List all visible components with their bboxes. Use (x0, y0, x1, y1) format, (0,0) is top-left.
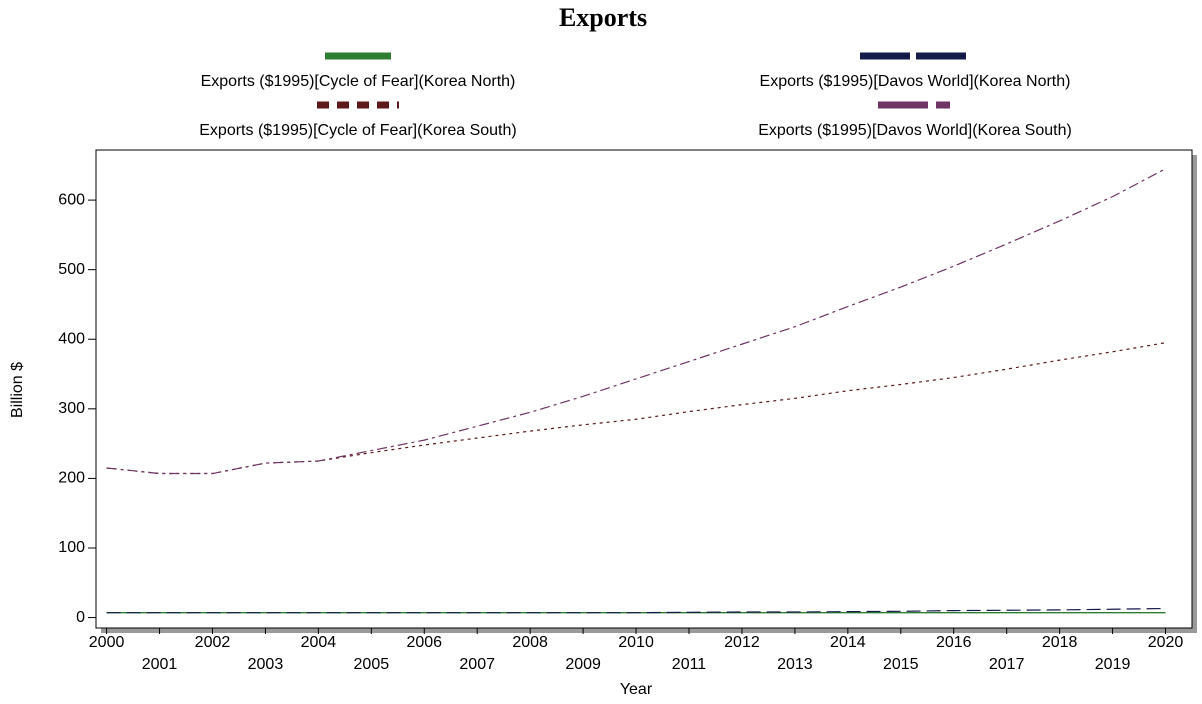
x-tick-label: 2006 (406, 634, 442, 651)
x-tick-label: 2011 (672, 656, 707, 673)
x-tick-label: 2007 (459, 656, 495, 673)
legend-label: Exports ($1995)[Cycle of Fear](Korea Sou… (199, 122, 516, 139)
x-tick-label: 2010 (618, 634, 654, 651)
x-tick-label: 2001 (142, 656, 178, 673)
legend-label: Exports ($1995)[Davos World](Korea South… (758, 122, 1072, 139)
x-axis-label: Year (620, 681, 653, 698)
x-tick-label: 2012 (724, 634, 760, 651)
x-tick-label: 2004 (301, 634, 337, 651)
x-tick-label: 2014 (830, 634, 866, 651)
series-line (106, 168, 1166, 475)
x-tick-label: 2003 (248, 656, 284, 673)
x-tick-label: 2019 (1095, 656, 1131, 673)
x-tick-label: 2018 (1042, 634, 1078, 651)
x-tick-label: 2002 (195, 634, 231, 651)
x-tick-label: 2000 (89, 634, 125, 651)
chart-title: Exports (559, 3, 647, 32)
legend-label: Exports ($1995)[Cycle of Fear](Korea Nor… (201, 73, 516, 90)
y-tick-label: 200 (58, 470, 85, 487)
x-tick-label: 2013 (777, 656, 813, 673)
y-tick-label: 0 (76, 609, 85, 626)
y-tick-label: 300 (58, 400, 85, 417)
y-tick-label: 100 (58, 539, 85, 556)
plot-area (95, 149, 1193, 629)
x-tick-label: 2017 (989, 656, 1025, 673)
x-tick-label: 2009 (565, 656, 601, 673)
x-tick-label: 2015 (883, 656, 919, 673)
x-tick-label: 2005 (354, 656, 390, 673)
x-tick-label: 2016 (936, 634, 972, 651)
legend-label: Exports ($1995)[Davos World](Korea North… (760, 73, 1071, 90)
y-tick-label: 400 (58, 330, 85, 347)
series-line (106, 607, 1166, 614)
y-tick-label: 500 (58, 261, 85, 278)
x-tick-label: 2008 (512, 634, 548, 651)
y-tick-label: 600 (58, 191, 85, 208)
y-axis-label: Billion $ (9, 362, 26, 418)
x-tick-label: 2020 (1148, 634, 1184, 651)
